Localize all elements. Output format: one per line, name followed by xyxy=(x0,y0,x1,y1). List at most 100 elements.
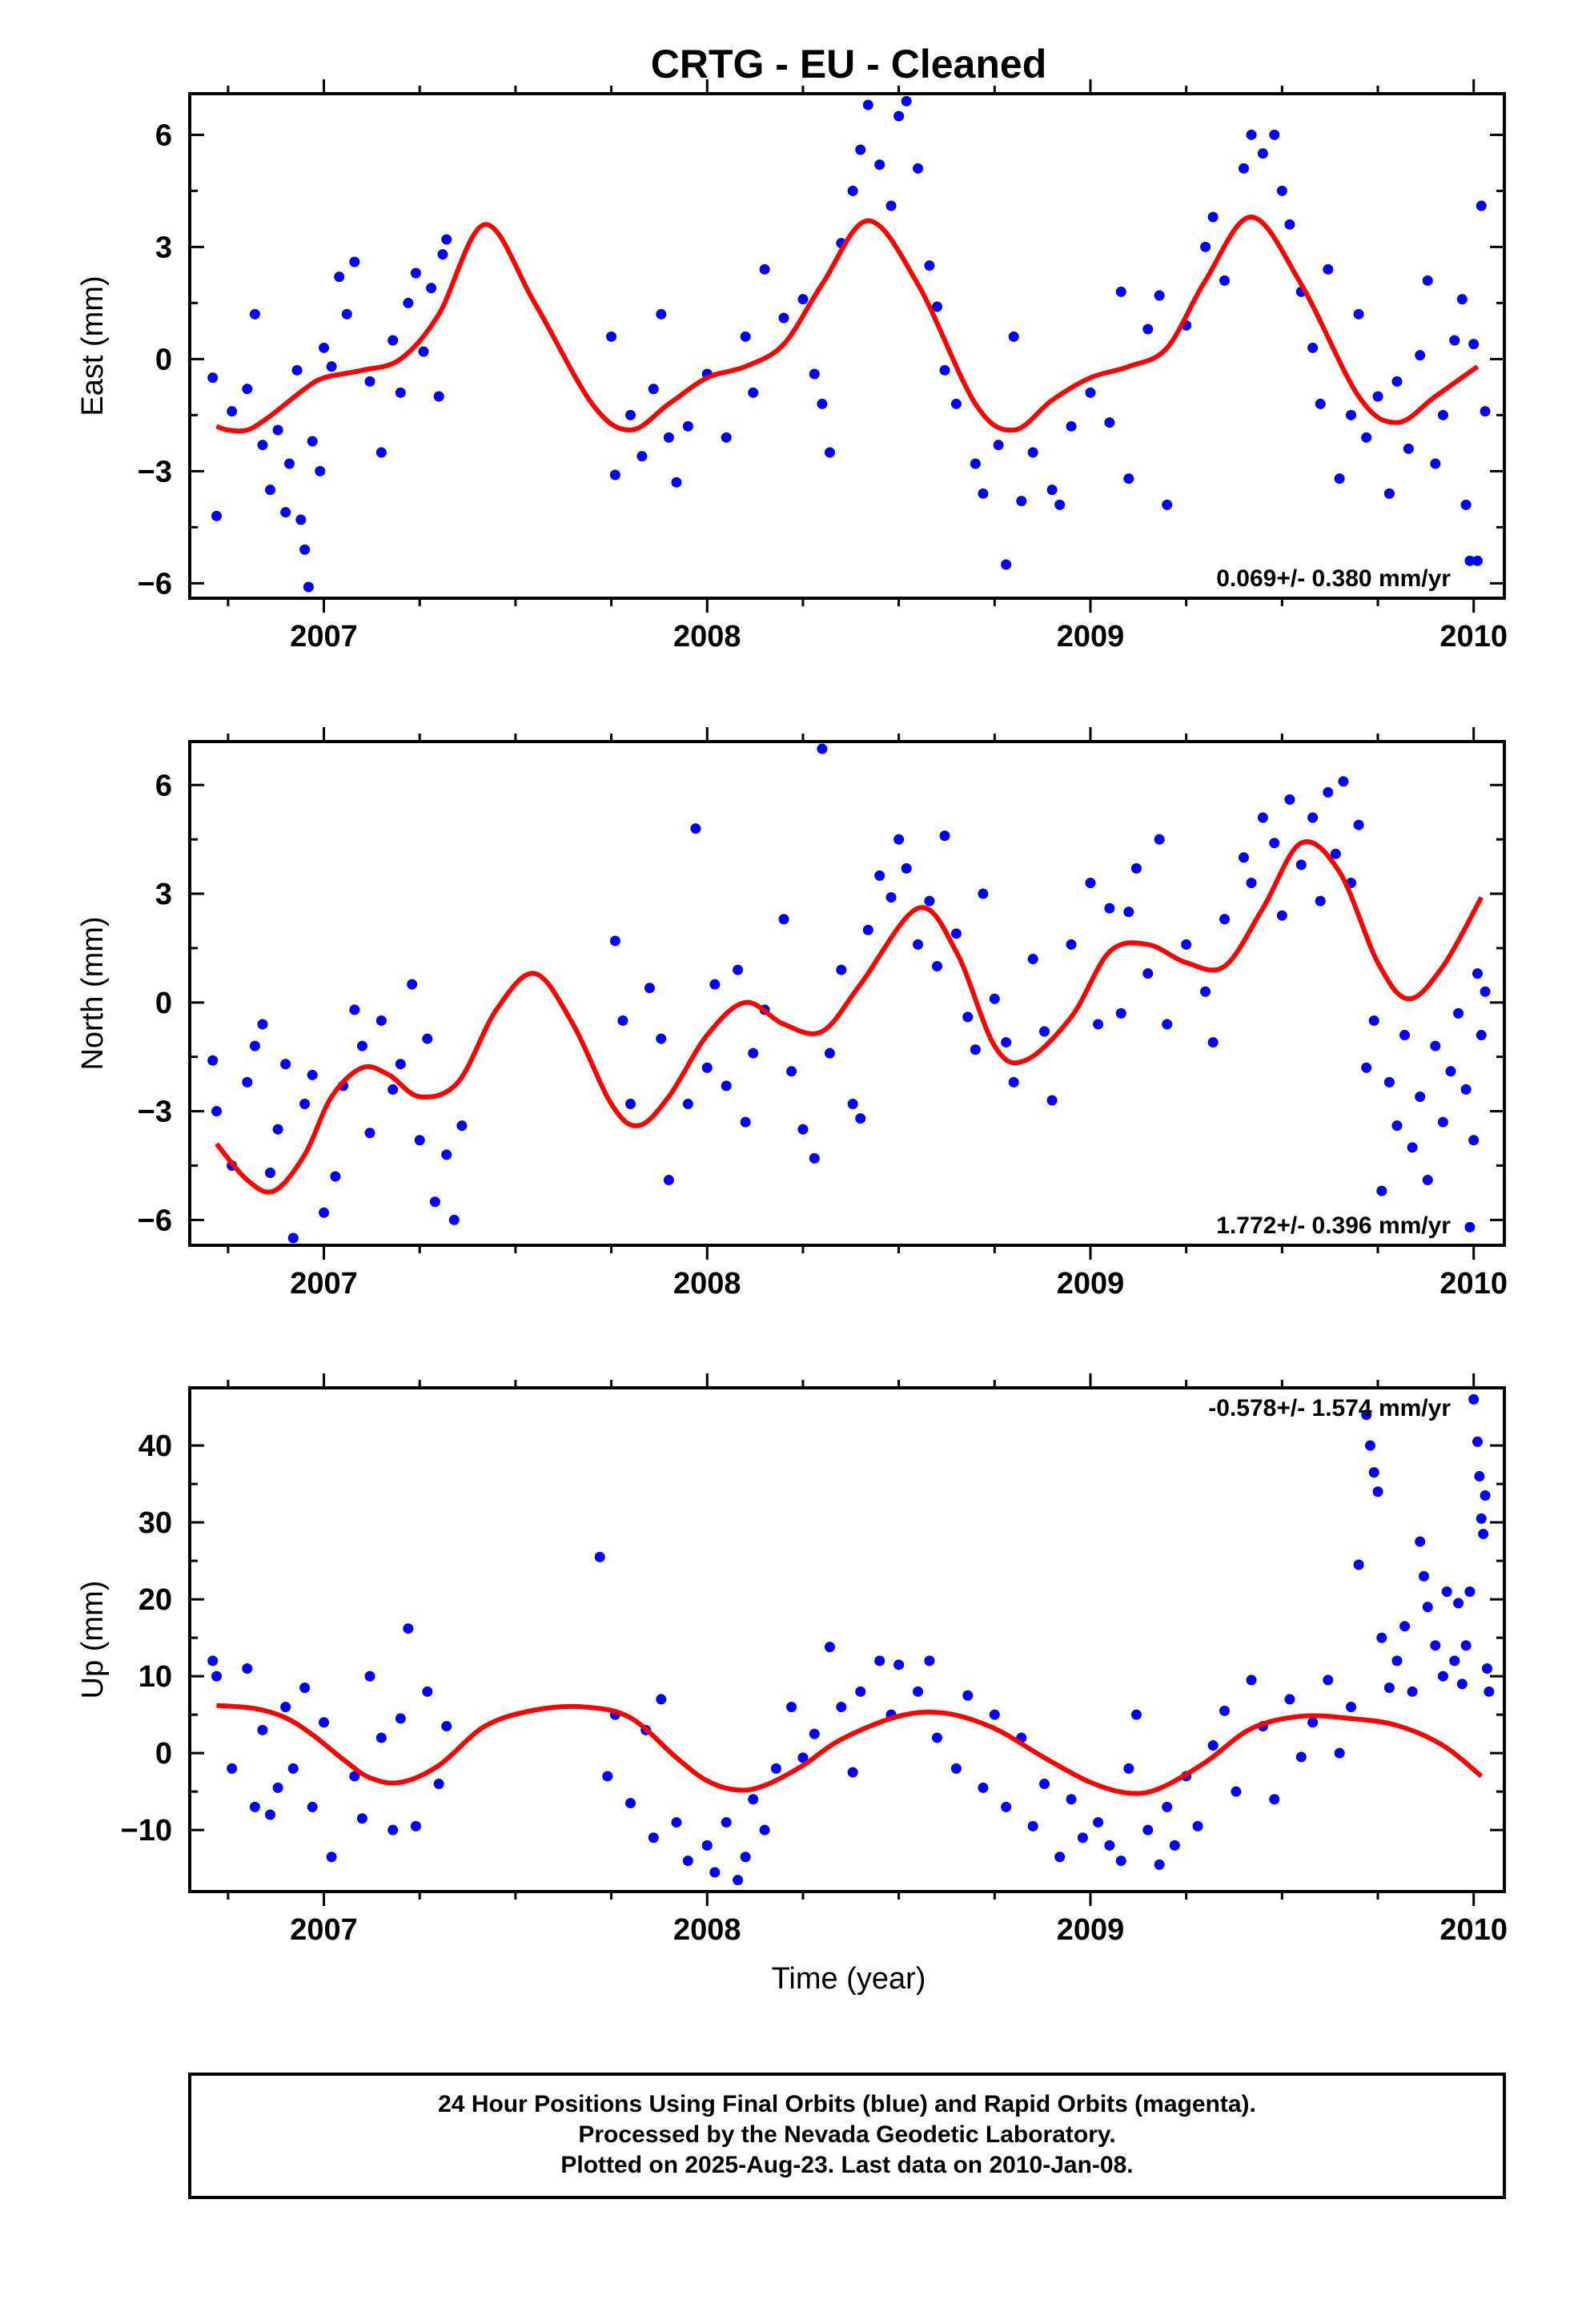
up-data-point xyxy=(1441,1586,1452,1597)
north-data-point xyxy=(682,1099,693,1110)
north-data-point xyxy=(319,1207,330,1218)
east-data-point xyxy=(1315,398,1326,409)
up-data-point xyxy=(847,1767,858,1778)
north-data-point xyxy=(1353,819,1364,830)
panel-east: −6 −3 0 3 6 2007 2008 2009 2010 East (mm) 0.069+/-… xyxy=(76,79,1508,653)
up-data-point xyxy=(1353,1559,1364,1570)
up-data-point xyxy=(433,1779,444,1790)
east-data-point xyxy=(1276,185,1287,196)
north-data-point xyxy=(1207,1037,1219,1048)
up-data-point xyxy=(1372,1486,1383,1498)
north-data-point xyxy=(1476,1030,1487,1041)
east-data-point xyxy=(437,249,448,260)
up-data-point xyxy=(1399,1621,1411,1632)
east-data-point xyxy=(319,342,330,353)
east-data-point xyxy=(1372,391,1383,402)
north-data-point xyxy=(280,1059,291,1070)
up-data-point xyxy=(1472,1436,1483,1447)
east-data-point xyxy=(663,432,674,443)
north-data-point xyxy=(1464,1221,1476,1232)
north-data-point xyxy=(249,1040,260,1051)
north-data-point xyxy=(1284,794,1295,805)
north-x-tick-label: 2008 xyxy=(673,1267,741,1301)
north-data-point xyxy=(1219,914,1231,925)
east-data-point xyxy=(1422,275,1433,286)
north-data-point xyxy=(609,935,620,947)
north-data-point xyxy=(1407,1142,1418,1153)
north-data-point xyxy=(1162,1019,1173,1030)
east-data-point xyxy=(1162,499,1173,510)
north-data-point xyxy=(1039,1026,1050,1037)
east-data-point xyxy=(855,144,866,155)
north-data-point xyxy=(855,1113,866,1124)
up-data-point xyxy=(824,1642,835,1653)
north-data-point xyxy=(778,914,789,925)
up-data-point xyxy=(625,1798,636,1809)
north-data-point xyxy=(1415,1091,1426,1102)
up-data-point xyxy=(721,1817,732,1828)
north-data-point xyxy=(1480,986,1491,997)
north-data-point xyxy=(797,1124,809,1135)
north-data-point xyxy=(1330,848,1341,859)
east-data-point xyxy=(291,364,303,376)
north-data-point xyxy=(701,1062,713,1073)
east-data-point xyxy=(978,488,989,499)
up-data-point xyxy=(1407,1686,1418,1697)
east-data-point xyxy=(1115,286,1126,297)
east-y-tick-label: −3 xyxy=(138,455,172,489)
up-data-point xyxy=(1376,1632,1387,1643)
north-data-point xyxy=(1130,862,1142,874)
east-data-point xyxy=(1476,200,1487,211)
up-data-point xyxy=(1464,1586,1476,1597)
north-data-point xyxy=(299,1099,311,1110)
east-data-point xyxy=(970,458,981,469)
east-y-axis-label: East (mm) xyxy=(76,275,110,416)
east-data-point xyxy=(778,312,789,324)
north-data-point xyxy=(1276,910,1287,921)
up-data-point xyxy=(287,1763,299,1774)
north-data-point xyxy=(456,1120,468,1132)
north-x-tick-label: 2010 xyxy=(1439,1267,1508,1301)
east-data-point xyxy=(1437,409,1448,420)
east-data-point xyxy=(1257,148,1268,159)
up-data-point xyxy=(978,1782,989,1793)
north-data-point xyxy=(448,1214,460,1225)
north-data-point xyxy=(1200,986,1211,997)
up-data-point xyxy=(1480,1490,1491,1501)
up-data-point xyxy=(913,1686,924,1697)
north-data-point xyxy=(265,1167,276,1178)
up-data-point xyxy=(319,1717,330,1728)
north-data-point xyxy=(1027,954,1038,965)
up-data-point xyxy=(602,1771,613,1782)
figure-title: CRTG - EU - Cleaned xyxy=(651,42,1046,86)
east-data-point xyxy=(315,465,326,476)
up-data-point xyxy=(1307,1717,1319,1728)
north-data-point xyxy=(885,892,897,903)
north-data-point xyxy=(663,1175,674,1186)
east-x-tick-label: 2009 xyxy=(1057,620,1125,653)
north-data-point xyxy=(721,1080,732,1092)
north-data-point xyxy=(1422,1175,1433,1186)
east-data-point xyxy=(847,185,858,196)
east-data-point xyxy=(387,335,399,346)
east-data-point xyxy=(211,510,223,521)
up-data-point xyxy=(441,1721,452,1732)
east-data-point xyxy=(817,398,828,409)
up-data-point xyxy=(1246,1675,1257,1686)
north-x-tick-label: 2007 xyxy=(290,1267,358,1301)
north-data-point xyxy=(978,888,989,899)
east-data-point xyxy=(375,447,387,458)
up-data-point xyxy=(874,1655,885,1667)
east-data-point xyxy=(1334,473,1345,485)
up-data-point xyxy=(227,1763,238,1774)
north-data-point xyxy=(1257,812,1268,823)
north-data-point xyxy=(1142,968,1154,979)
east-data-point xyxy=(299,544,311,555)
east-data-point xyxy=(426,283,437,294)
up-data-point xyxy=(893,1659,905,1671)
footer-line-2: Processed by the Nevada Geodetic Laborat… xyxy=(578,2121,1115,2148)
east-data-point xyxy=(740,331,751,342)
up-data-point xyxy=(1437,1671,1448,1682)
up-data-point xyxy=(855,1686,866,1697)
east-data-point xyxy=(1353,308,1364,320)
